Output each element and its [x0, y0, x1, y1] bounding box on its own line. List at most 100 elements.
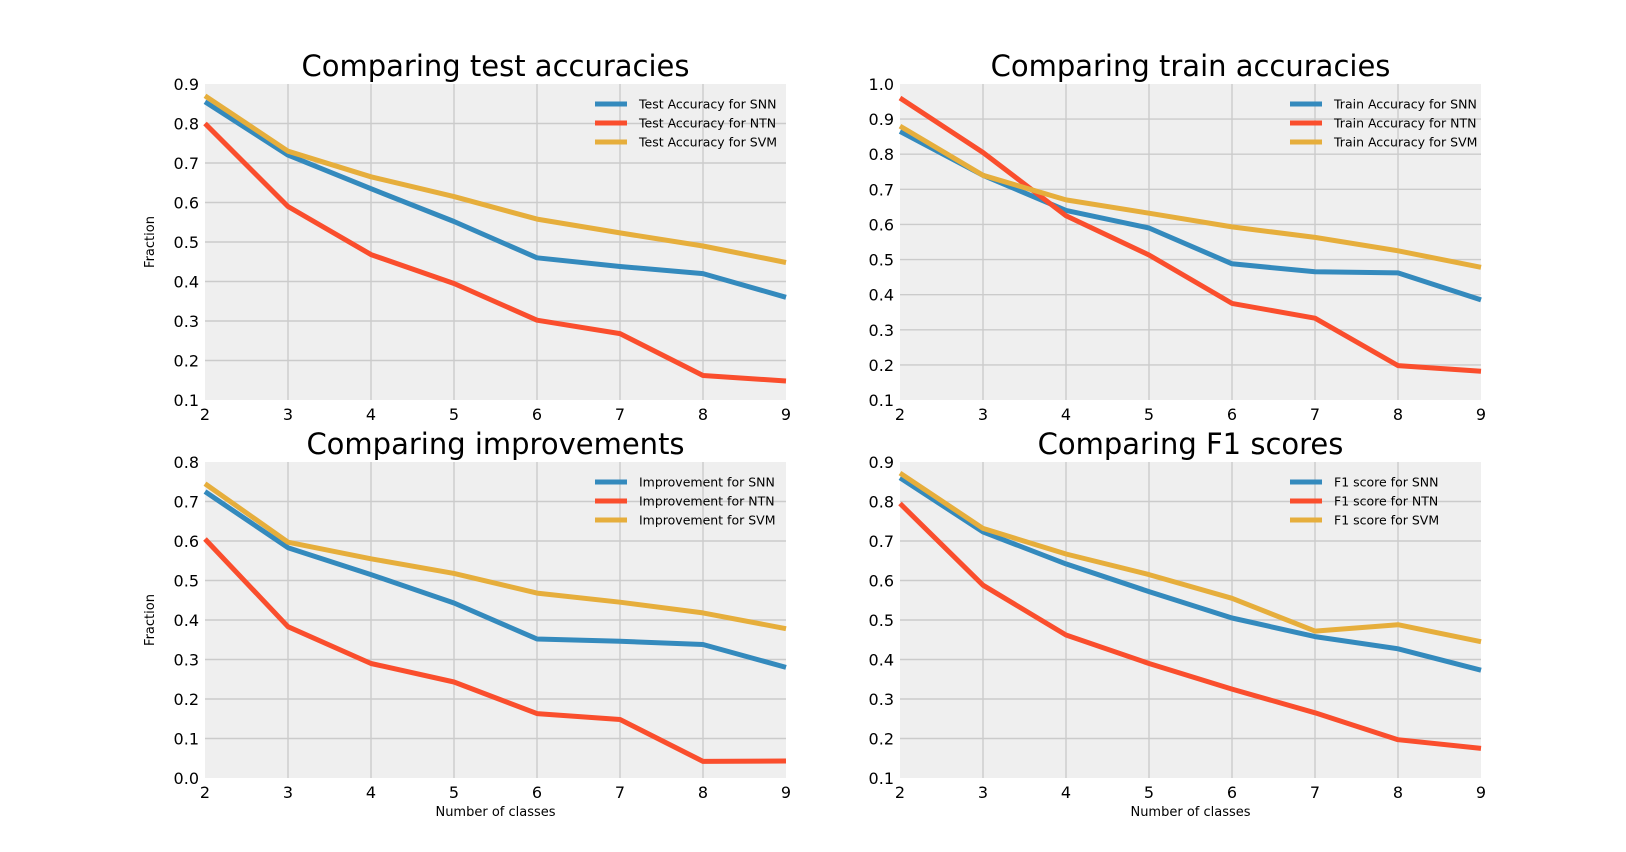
y-tick-label: 0.4: [869, 286, 894, 305]
legend: Train Accuracy for SNN Train Accuracy for…: [1290, 97, 1477, 150]
x-tick-label: 7: [615, 405, 625, 424]
x-tick-label: 7: [1310, 783, 1320, 802]
x-tick-label: 4: [366, 783, 376, 802]
chart-title: Comparing improvements: [306, 427, 684, 461]
x-tick-label: 8: [698, 783, 708, 802]
y-tick-label: 0.2: [869, 730, 894, 749]
x-tick-label: 9: [781, 405, 791, 424]
y-tick-label: 0.6: [174, 194, 199, 213]
y-tick-label: 0.8: [869, 493, 894, 512]
y-tick-label: 0.6: [869, 215, 894, 234]
y-tick-label: 0.3: [869, 321, 894, 340]
x-tick-label: 4: [1061, 783, 1071, 802]
tick-labels: 2 3 4 5 6 7 8 9 0.1 0.2 0.3 0.4 0.5 0.6 0.7 0.8 0.9: [174, 75, 792, 424]
legend-entry-label: F1 score for SNN: [1334, 475, 1438, 490]
legend-entry-label: Test Accuracy for SVM: [638, 135, 777, 150]
y-tick-label: 0.7: [869, 532, 894, 551]
series-lines: [203, 93, 787, 384]
x-tick-label: 7: [615, 783, 625, 802]
x-tick-label: 5: [449, 405, 459, 424]
y-tick-label: 0.0: [174, 769, 199, 788]
x-tick-label: 8: [698, 405, 708, 424]
y-tick-label: 0.9: [869, 110, 894, 129]
tick-labels: 2 3 4 5 6 7 8 9 0.0 0.1 0.2 0.3 0.4 0.5 0.6 0.7 0.8: [174, 453, 792, 802]
chart-title: Comparing test accuracies: [301, 49, 689, 83]
y-tick-label: 1.0: [869, 75, 894, 94]
x-tick-label: 2: [895, 783, 905, 802]
x-tick-label: 9: [781, 783, 791, 802]
y-tick-label: 0.7: [174, 154, 199, 173]
series-line-ntn: [898, 95, 1482, 374]
y-tick-label: 0.2: [174, 352, 199, 371]
legend-entry-label: F1 score for NTN: [1334, 494, 1438, 509]
legend: Improvement for SNN Improvement for NTN Im…: [595, 475, 776, 528]
y-tick-label: 0.5: [869, 251, 894, 270]
x-tick-label: 2: [895, 405, 905, 424]
x-tick-label: 2: [200, 405, 210, 424]
y-tick-label: 0.5: [869, 611, 894, 630]
x-tick-label: 3: [978, 405, 988, 424]
y-tick-label: 0.6: [869, 572, 894, 591]
y-tick-label: 0.4: [174, 611, 199, 630]
legend-entry-label: Improvement for NTN: [639, 494, 775, 509]
gridlines: [900, 84, 1481, 400]
x-tick-label: 9: [1476, 405, 1486, 424]
y-tick-label: 0.3: [869, 690, 894, 709]
legend-entry-label: Test Accuracy for SNN: [638, 97, 776, 112]
x-tick-label: 7: [1310, 405, 1320, 424]
y-tick-label: 0.3: [174, 312, 199, 331]
x-tick-label: 4: [1061, 405, 1071, 424]
y-tick-label: 0.1: [174, 730, 199, 749]
legend-entry-label: Train Accuracy for SVM: [1333, 135, 1477, 150]
series-line-svm: [203, 93, 787, 265]
x-tick-label: 9: [1476, 783, 1486, 802]
y-tick-label: 0.1: [869, 391, 894, 410]
x-tick-label: 6: [532, 405, 542, 424]
series-line-svm: [898, 471, 1482, 645]
x-tick-label: 8: [1393, 783, 1403, 802]
chart-test-accuracies: 2 3 4 5 6 7 8 9 0.1 0.2 0.3 0.4 0.5 0.6 0.7 0.8 0.9 Comp…: [143, 49, 791, 424]
x-tick-label: 3: [283, 783, 293, 802]
y-tick-label: 0.9: [869, 453, 894, 472]
series-line-snn: [203, 99, 787, 300]
series-line-ntn: [898, 501, 1482, 751]
legend: Test Accuracy for SNN Test Accuracy for N…: [595, 97, 777, 150]
series-line-ntn: [203, 537, 787, 764]
x-axis-label: Number of classes: [435, 805, 555, 820]
chart-title: Comparing F1 scores: [1038, 427, 1344, 461]
x-tick-label: 8: [1393, 405, 1403, 424]
y-tick-label: 0.4: [869, 651, 894, 670]
y-tick-label: 0.3: [174, 651, 199, 670]
x-tick-label: 3: [978, 783, 988, 802]
gridlines: [205, 84, 786, 400]
series-lines: [898, 95, 1482, 374]
y-axis-label: Fraction: [143, 594, 158, 646]
gridlines: [205, 462, 786, 778]
tick-labels: 2 3 4 5 6 7 8 9 0.1 0.2 0.3 0.4 0.5 0.6 0.7 0.8 0.9 1.0: [869, 75, 1487, 424]
x-tick-label: 5: [1144, 783, 1154, 802]
y-tick-label: 0.8: [174, 453, 199, 472]
legend-entry-label: Improvement for SVM: [639, 513, 776, 528]
series-lines: [898, 471, 1482, 751]
chart-title: Comparing train accuracies: [991, 49, 1391, 83]
legend-entry-label: Improvement for SNN: [639, 475, 775, 490]
legend-entry-label: Train Accuracy for SNN: [1333, 97, 1477, 112]
y-tick-label: 0.6: [174, 532, 199, 551]
y-tick-label: 0.5: [174, 572, 199, 591]
y-axis-label: Fraction: [143, 216, 158, 268]
series-line-ntn: [203, 121, 787, 384]
legend-entry-label: Test Accuracy for NTN: [638, 116, 776, 131]
y-tick-label: 0.9: [174, 75, 199, 94]
x-tick-label: 2: [200, 783, 210, 802]
series-lines: [203, 481, 787, 764]
tick-labels: 2 3 4 5 6 7 8 9 0.1 0.2 0.3 0.4 0.5 0.6 0.7 0.8 0.9: [869, 453, 1487, 802]
legend: F1 score for SNN F1 score for NTN F1 score…: [1290, 475, 1439, 528]
series-line-snn: [898, 475, 1482, 673]
series-line-svm: [898, 123, 1482, 270]
plot-area: [900, 84, 1481, 400]
x-tick-label: 6: [1227, 783, 1237, 802]
x-tick-label: 5: [449, 783, 459, 802]
y-tick-label: 0.8: [869, 145, 894, 164]
y-tick-label: 0.4: [174, 273, 199, 292]
